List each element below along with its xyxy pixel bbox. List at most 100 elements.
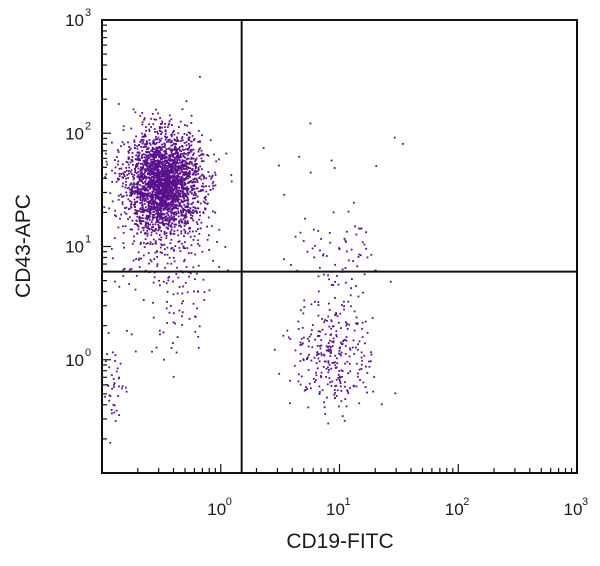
y-tick-exponent: 3 — [85, 7, 91, 19]
data-point — [170, 212, 173, 214]
data-point — [150, 117, 153, 120]
data-point — [142, 220, 145, 222]
data-point — [154, 188, 157, 191]
data-point — [172, 207, 175, 209]
data-point — [146, 217, 149, 219]
data-point — [182, 191, 185, 194]
data-point — [163, 358, 165, 361]
data-point — [162, 157, 165, 160]
data-point — [168, 186, 171, 189]
data-point — [338, 349, 341, 352]
data-point — [133, 174, 136, 176]
data-point — [156, 153, 159, 155]
data-point — [168, 217, 171, 220]
data-point — [161, 148, 163, 151]
data-point — [197, 166, 200, 169]
data-point — [159, 130, 162, 132]
data-point — [174, 163, 177, 166]
data-point — [163, 230, 166, 233]
data-point — [167, 279, 170, 282]
data-point — [164, 159, 166, 162]
data-point — [189, 272, 192, 275]
data-point — [134, 168, 136, 170]
data-point — [137, 183, 140, 185]
data-point — [175, 149, 178, 152]
data-point — [111, 141, 113, 144]
data-point — [176, 195, 179, 198]
data-point — [151, 170, 154, 172]
data-point — [156, 138, 159, 141]
data-point — [141, 132, 143, 135]
data-point — [156, 263, 159, 266]
data-point — [315, 362, 318, 365]
data-point — [192, 178, 195, 181]
data-point — [152, 200, 154, 203]
data-point — [103, 206, 106, 209]
data-point — [117, 194, 120, 197]
data-point — [174, 193, 177, 196]
data-point — [329, 348, 332, 351]
data-point — [157, 150, 160, 152]
data-point — [186, 205, 188, 207]
data-point — [136, 151, 139, 154]
data-point — [145, 187, 148, 190]
data-point — [339, 376, 342, 379]
data-point — [186, 192, 189, 195]
data-point — [151, 154, 154, 156]
data-point — [190, 144, 193, 147]
data-point — [195, 159, 197, 161]
data-point — [146, 232, 149, 235]
data-point — [141, 214, 144, 217]
data-point — [118, 175, 121, 178]
data-point — [139, 114, 142, 117]
data-point — [159, 212, 162, 214]
data-point — [205, 185, 207, 187]
data-point — [156, 221, 159, 223]
data-point — [317, 304, 320, 306]
data-point — [140, 222, 143, 225]
data-point — [174, 201, 177, 203]
data-point — [161, 120, 164, 123]
data-point — [218, 266, 221, 268]
data-point — [344, 353, 347, 355]
data-point — [197, 173, 199, 175]
data-point — [179, 178, 182, 180]
data-point — [190, 214, 192, 216]
data-point — [141, 196, 144, 199]
data-point — [158, 227, 161, 230]
data-point — [209, 189, 212, 191]
data-point — [171, 192, 174, 194]
data-point — [135, 274, 138, 277]
data-point — [324, 319, 326, 321]
data-point — [318, 385, 321, 388]
data-point — [181, 108, 184, 111]
data-point — [135, 196, 138, 199]
data-point — [175, 191, 178, 194]
data-point — [140, 193, 143, 196]
data-point — [154, 156, 156, 159]
data-point — [162, 168, 164, 170]
data-point — [126, 187, 129, 190]
data-point — [144, 197, 147, 200]
data-point — [171, 190, 174, 193]
data-point — [361, 336, 364, 338]
data-point — [184, 220, 187, 223]
data-point — [173, 226, 176, 228]
data-point — [198, 233, 201, 235]
data-point — [158, 141, 161, 144]
data-point — [192, 157, 195, 160]
data-point — [328, 278, 330, 281]
data-point — [143, 210, 146, 213]
data-point — [198, 141, 201, 143]
data-point — [162, 184, 164, 187]
data-point — [175, 165, 178, 168]
data-point — [171, 195, 174, 198]
data-point — [195, 171, 197, 174]
data-point — [157, 226, 160, 229]
data-point — [172, 375, 175, 378]
data-point — [345, 281, 347, 284]
data-point — [157, 182, 160, 185]
data-point — [326, 396, 328, 399]
data-point — [183, 149, 185, 151]
data-point — [178, 309, 181, 312]
